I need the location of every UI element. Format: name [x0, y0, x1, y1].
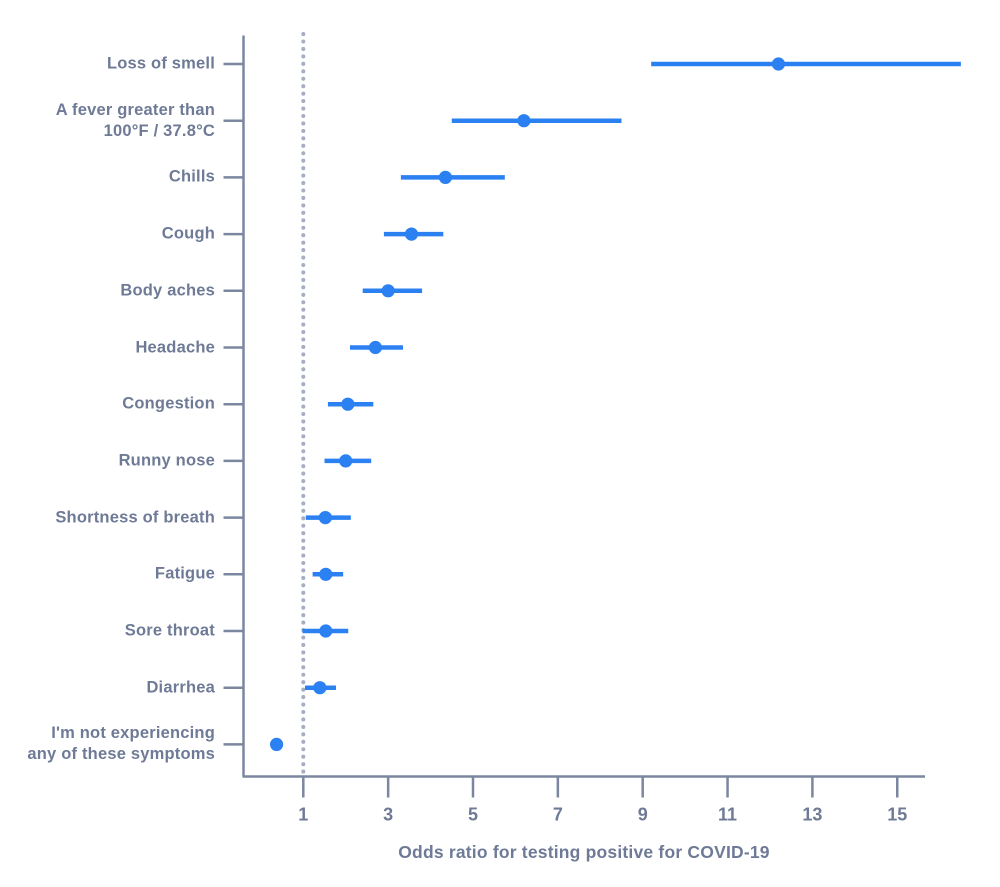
x-tick-label: 3	[383, 805, 393, 825]
x-tick-label: 7	[553, 805, 563, 825]
x-tick-label: 5	[468, 805, 478, 825]
odds-ratio-point	[269, 737, 284, 752]
x-tick-label: 15	[887, 805, 907, 825]
odds-ratio-point	[313, 681, 327, 695]
x-tick-label: 9	[638, 805, 648, 825]
odds-ratio-point	[318, 510, 332, 525]
odds-ratio-point	[517, 114, 531, 128]
x-axis-title: Odds ratio for testing positive for COVI…	[398, 842, 770, 862]
odds-ratio-point	[381, 284, 395, 298]
odds-ratio-point	[319, 624, 333, 638]
odds-ratio-point	[319, 567, 333, 581]
odds-ratio-point	[771, 57, 786, 71]
odds-ratio-point	[341, 397, 355, 411]
odds-ratio-point	[404, 227, 419, 241]
odds-ratio-point	[368, 340, 383, 355]
x-tick-label: 13	[802, 805, 822, 825]
x-tick-label: 1	[298, 805, 308, 825]
odds-ratio-point	[339, 454, 353, 468]
x-tick-label: 11	[718, 805, 737, 825]
odds-ratio-point	[438, 170, 453, 184]
